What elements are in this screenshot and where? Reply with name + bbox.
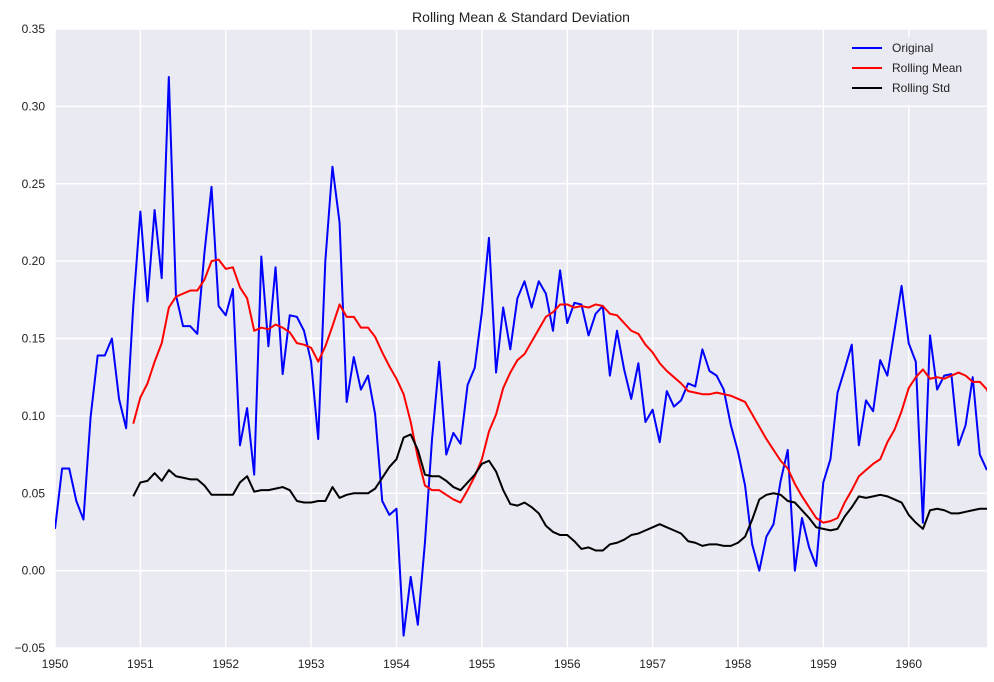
x-tick-label: 1955 bbox=[469, 657, 496, 671]
y-tick-label: 0.10 bbox=[22, 409, 46, 423]
series-layer bbox=[55, 75, 987, 637]
y-tick-label: 0.25 bbox=[22, 177, 46, 191]
x-tick-label: 1956 bbox=[554, 657, 581, 671]
legend: Original Rolling Mean Rolling Std bbox=[842, 37, 972, 105]
x-tick-label: 1960 bbox=[895, 657, 922, 671]
x-tick-label: 1954 bbox=[383, 657, 410, 671]
y-axis: −0.05 0.00 0.05 0.10 0.15 0.20 0.25 0.30 0.35 bbox=[15, 22, 46, 655]
y-tick-label: 0.35 bbox=[22, 22, 46, 36]
series-line-original bbox=[55, 75, 987, 637]
x-axis: 1950 1951 1952 1953 1954 1955 1956 1957 1958 1959… bbox=[42, 657, 923, 671]
y-tick-label: 0.20 bbox=[22, 254, 46, 268]
y-tick-label: 0.05 bbox=[22, 486, 46, 500]
x-tick-label: 1959 bbox=[810, 657, 837, 671]
x-tick-label: 1953 bbox=[298, 657, 325, 671]
x-tick-label: 1952 bbox=[212, 657, 239, 671]
x-tick-label: 1958 bbox=[725, 657, 752, 671]
series-line-rolling-mean bbox=[132, 258, 987, 524]
x-tick-label: 1950 bbox=[42, 657, 69, 671]
legend-label: Rolling Mean bbox=[892, 61, 962, 75]
x-tick-label: 1957 bbox=[639, 657, 666, 671]
chart-title: Rolling Mean & Standard Deviation bbox=[412, 9, 630, 25]
y-tick-label: 0.00 bbox=[22, 564, 46, 578]
y-tick-label: 0.30 bbox=[22, 99, 46, 113]
y-tick-label: −0.05 bbox=[15, 641, 46, 655]
legend-label: Original bbox=[892, 41, 933, 55]
y-tick-label: 0.15 bbox=[22, 332, 46, 346]
series-line-rolling-std bbox=[132, 433, 987, 552]
x-tick-label: 1951 bbox=[127, 657, 154, 671]
legend-label: Rolling Std bbox=[892, 81, 950, 95]
